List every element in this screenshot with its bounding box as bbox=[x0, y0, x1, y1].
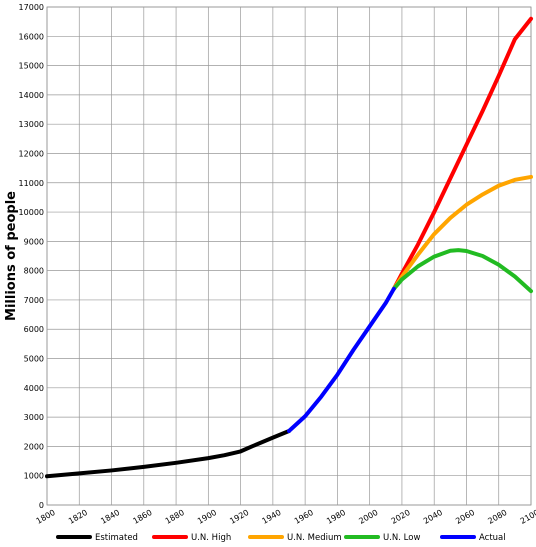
y-tick-label: 0 bbox=[39, 501, 44, 510]
x-tick-label: 1940 bbox=[261, 508, 283, 526]
y-tick-label: 16000 bbox=[19, 32, 44, 41]
legend-label-actual: Actual bbox=[479, 533, 506, 543]
series-line-actual bbox=[287, 286, 396, 434]
series-line-estimated bbox=[45, 429, 291, 479]
x-tick-label: 2040 bbox=[422, 508, 444, 526]
y-tick-label: 10000 bbox=[19, 208, 44, 217]
y-tick-label: 11000 bbox=[19, 179, 44, 188]
y-tick-label: 8000 bbox=[24, 267, 44, 276]
x-tick-label: 2060 bbox=[454, 508, 476, 526]
y-tick-label: 2000 bbox=[24, 442, 44, 451]
y-tick-label: 4000 bbox=[24, 384, 44, 393]
y-tick-label: 5000 bbox=[24, 355, 44, 364]
y-axis-label: Millions of people bbox=[4, 191, 19, 321]
x-tick-label: 1980 bbox=[325, 508, 347, 526]
x-tick-label: 1820 bbox=[67, 508, 89, 526]
y-tick-label: 17000 bbox=[19, 3, 44, 12]
x-tick-label: 2100 bbox=[519, 508, 536, 526]
x-tick-label: 1800 bbox=[35, 508, 57, 526]
legend: Estimated U.N. High U.N. Medium U.N. Low Act… bbox=[56, 533, 506, 543]
legend-label-u-n-high: U.N. High bbox=[191, 533, 231, 543]
data-series bbox=[45, 16, 533, 479]
y-tick-label: 9000 bbox=[24, 237, 44, 246]
y-tick-label: 12000 bbox=[19, 149, 44, 158]
x-tick-label: 1900 bbox=[196, 508, 218, 526]
x-tick-label: 2080 bbox=[486, 508, 508, 526]
legend-label-u-n-low: U.N. Low bbox=[383, 533, 420, 543]
x-tick-label: 1860 bbox=[131, 508, 153, 526]
series-line-u-n-medium bbox=[391, 174, 533, 291]
y-tick-label: 13000 bbox=[19, 120, 44, 129]
legend-label-estimated: Estimated bbox=[95, 533, 138, 543]
x-tick-label: 1920 bbox=[228, 508, 250, 526]
x-axis-ticks: 1800 1820 1840 1860 1880 1900 1920 1940 1960 1980… bbox=[35, 508, 536, 526]
series-line-u-n-high bbox=[391, 16, 533, 291]
x-tick-label: 1840 bbox=[99, 508, 121, 526]
x-tick-label: 2020 bbox=[390, 508, 412, 526]
y-tick-label: 15000 bbox=[19, 62, 44, 71]
y-tick-label: 3000 bbox=[24, 413, 44, 422]
series-line-u-n-low bbox=[391, 248, 533, 294]
x-tick-label: 1960 bbox=[293, 508, 315, 526]
grid bbox=[46, 6, 532, 506]
y-axis-ticks: 0 1000 2000 3000 4000 5000 6000 7000 8000 9000 100… bbox=[19, 3, 44, 510]
x-tick-label: 2000 bbox=[357, 508, 379, 526]
x-tick-label: 1880 bbox=[164, 508, 186, 526]
y-tick-label: 14000 bbox=[19, 91, 44, 100]
legend-label-u-n-medium: U.N. Medium bbox=[287, 533, 342, 543]
y-tick-label: 6000 bbox=[24, 325, 44, 334]
y-tick-label: 1000 bbox=[24, 472, 44, 481]
y-tick-label: 7000 bbox=[24, 296, 44, 305]
